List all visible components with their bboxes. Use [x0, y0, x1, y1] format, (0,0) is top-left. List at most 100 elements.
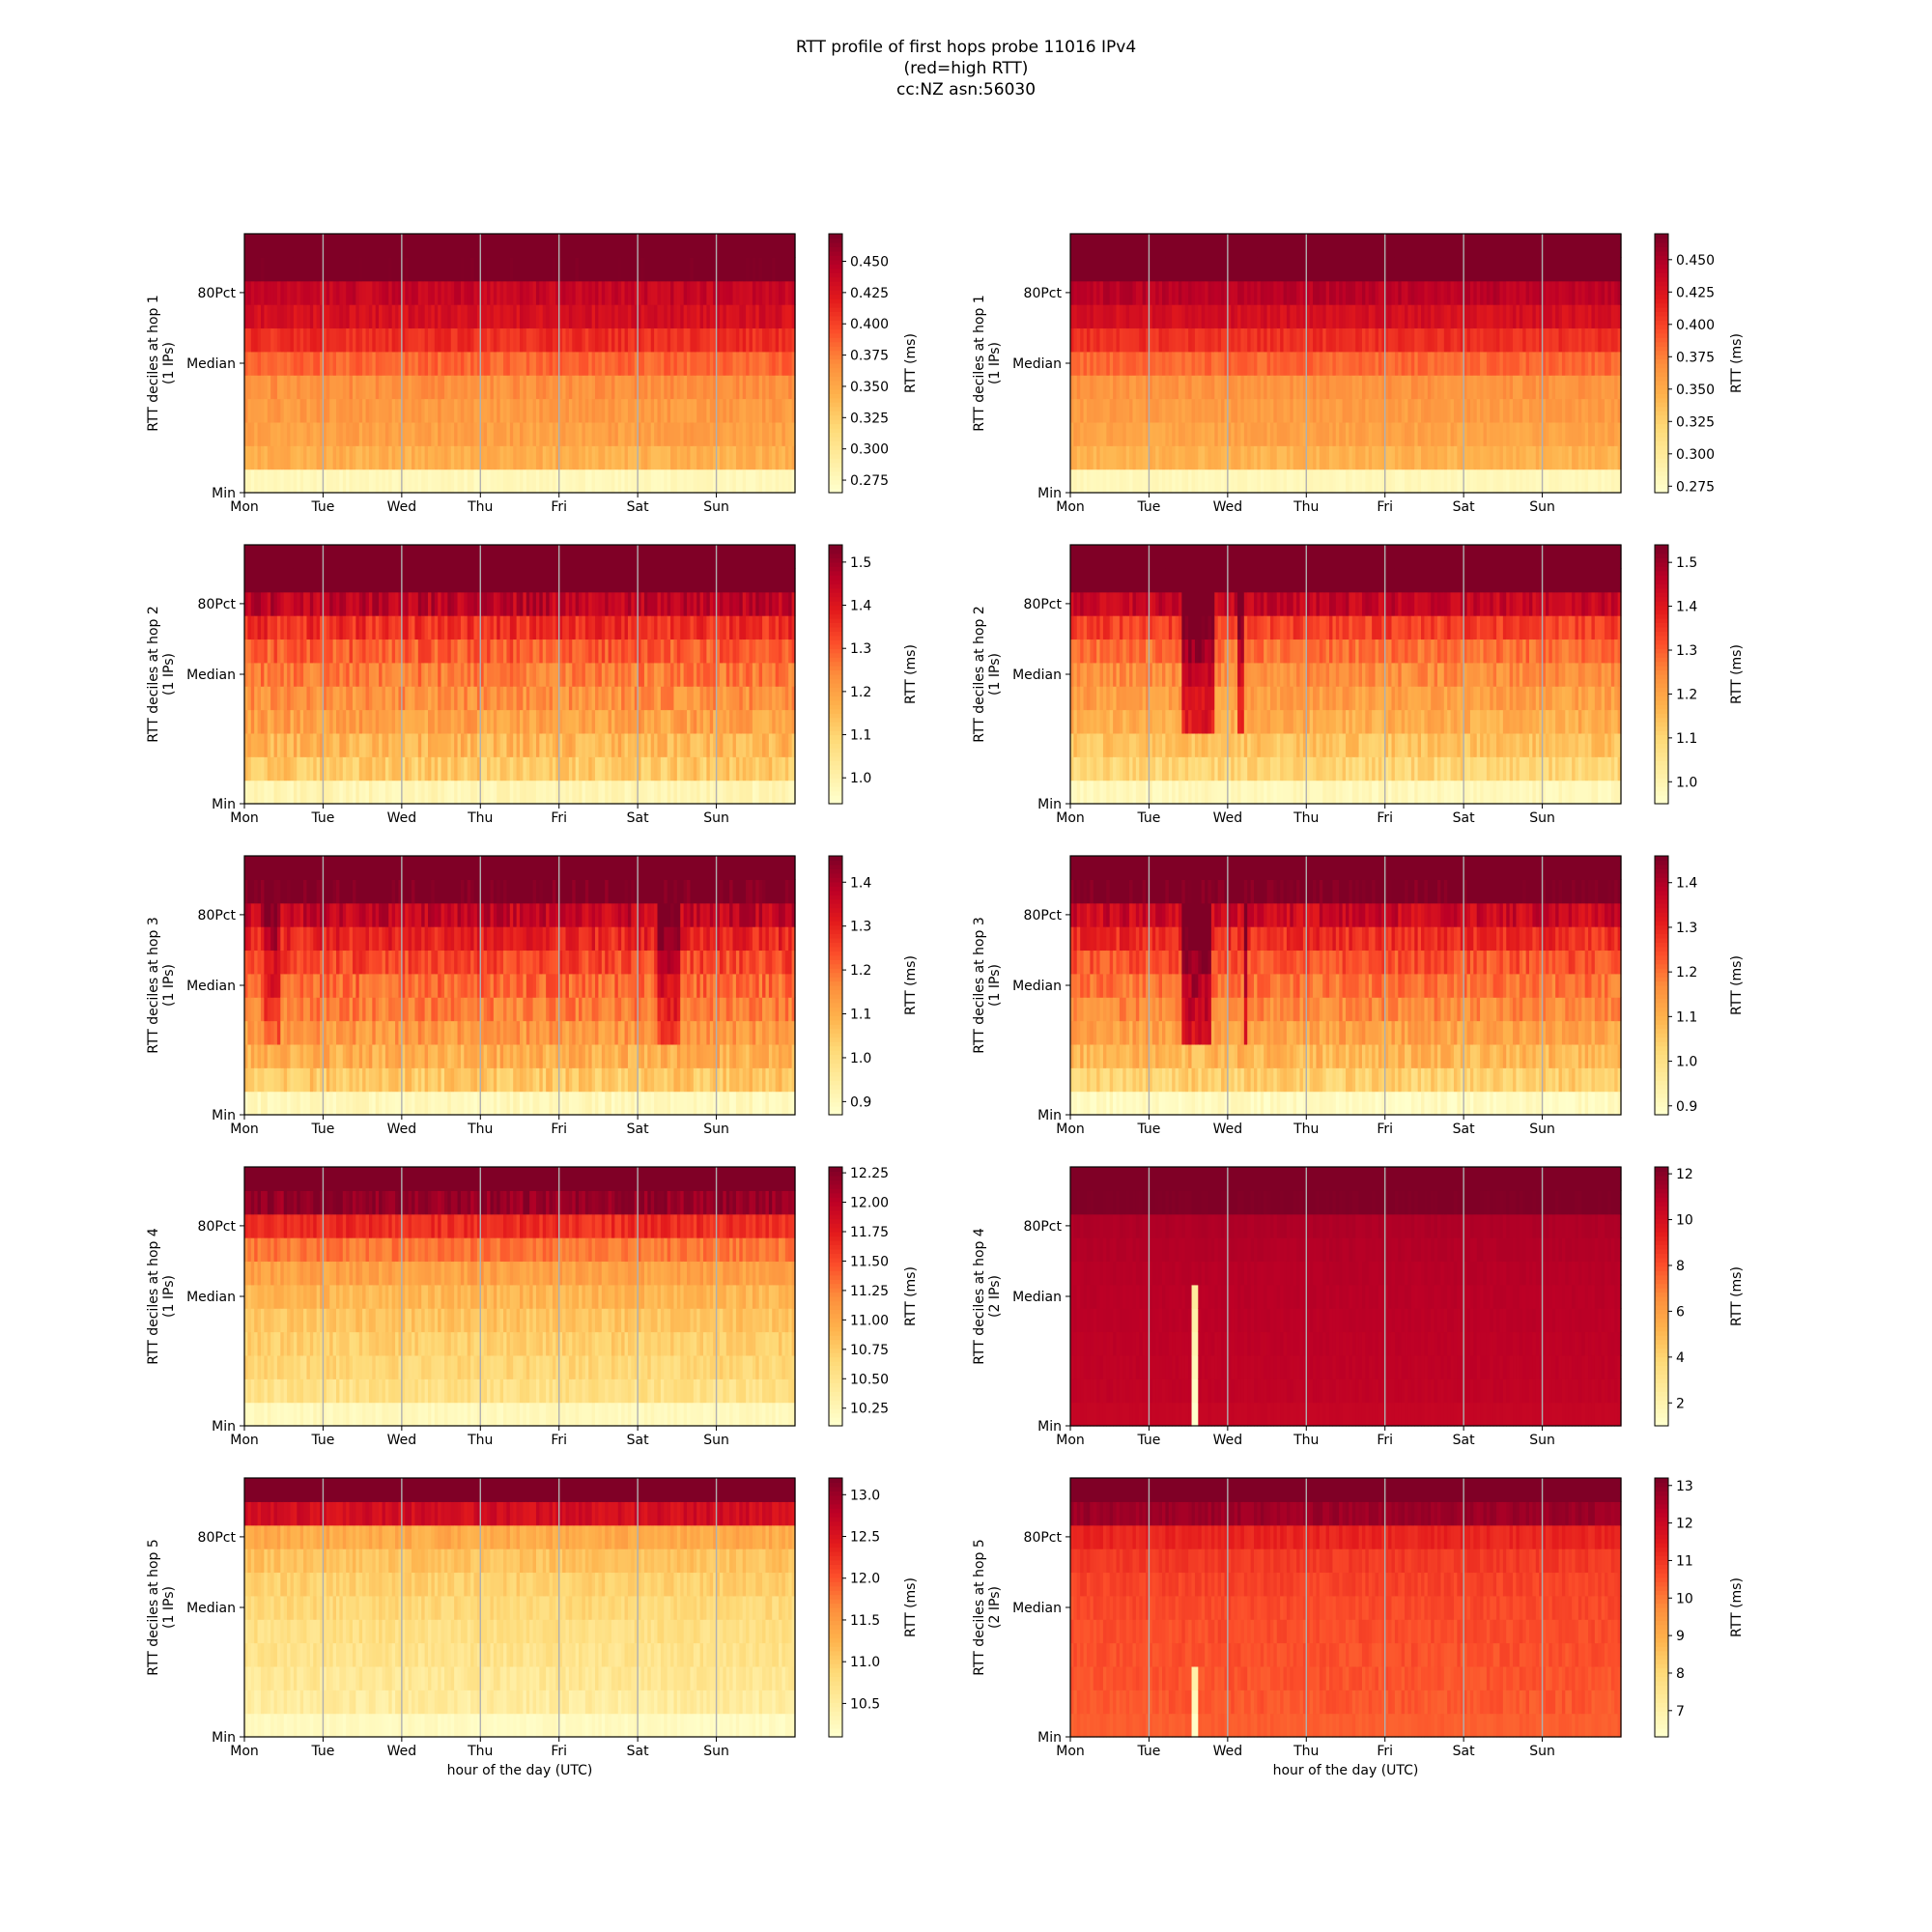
heatmap-cell — [523, 686, 527, 711]
heatmap-cell — [638, 327, 642, 353]
heatmap-cell — [483, 280, 488, 305]
heatmap-cell — [752, 280, 756, 305]
heatmap-cell — [598, 398, 603, 423]
heatmap-cell — [535, 304, 540, 329]
heatmap-cell — [1165, 398, 1170, 423]
heatmap-cell — [270, 591, 275, 616]
heatmap-cell — [621, 421, 626, 446]
heatmap-cell — [391, 327, 396, 353]
heatmap-cell — [509, 469, 514, 494]
colorbar-segment — [1655, 371, 1668, 377]
heatmap-cell — [1316, 257, 1321, 282]
colorbar-tick-label: 0.375 — [1676, 350, 1715, 365]
heatmap-cell — [696, 280, 701, 305]
heatmap-cell — [513, 445, 518, 470]
heatmap-cell — [523, 732, 527, 757]
heatmap-cell — [1339, 469, 1344, 494]
heatmap-cell — [699, 469, 704, 494]
heatmap-cell — [414, 304, 419, 329]
heatmap-cell — [1577, 445, 1582, 470]
heatmap-cell — [326, 375, 330, 400]
heatmap-cell — [384, 421, 389, 446]
heatmap-cell — [293, 639, 298, 664]
heatmap-cell — [529, 327, 534, 353]
heatmap-cell — [1096, 398, 1101, 423]
heatmap-cell — [313, 257, 318, 282]
heatmap-cell — [313, 304, 318, 329]
heatmap-cell — [247, 756, 252, 781]
heatmap-cell — [480, 398, 485, 423]
heatmap-cell — [1614, 375, 1619, 400]
heatmap-cell — [1119, 421, 1123, 446]
heatmap-cell — [696, 257, 701, 282]
heatmap-cell — [270, 398, 275, 423]
heatmap-cell — [588, 375, 593, 400]
heatmap-cell — [493, 234, 497, 258]
heatmap-cell — [431, 234, 436, 258]
heatmap-cell — [749, 375, 753, 400]
heatmap-cell — [454, 732, 459, 757]
heatmap-cell — [1568, 398, 1573, 423]
heatmap-cell — [716, 257, 721, 282]
heatmap-cell — [765, 421, 770, 446]
heatmap-cell — [280, 351, 285, 376]
heatmap-cell — [401, 445, 406, 470]
heatmap-cell — [503, 234, 508, 258]
heatmap-cell — [388, 304, 393, 329]
heatmap-cell — [696, 469, 701, 494]
heatmap-cell — [1372, 375, 1377, 400]
heatmap-cell — [503, 257, 508, 282]
heatmap-cell — [264, 234, 269, 258]
heatmap-cell — [752, 375, 756, 400]
heatmap-cell — [332, 375, 337, 400]
heatmap-cell — [591, 421, 596, 446]
heatmap-cell — [631, 234, 636, 258]
heatmap-cell — [664, 469, 668, 494]
heatmap-cell — [638, 469, 642, 494]
heatmap-cell — [654, 445, 659, 470]
heatmap-cell — [516, 445, 521, 470]
heatmap-cell — [690, 234, 695, 258]
heatmap-cell — [1109, 280, 1114, 305]
heatmap-cell — [493, 304, 497, 329]
heatmap-cell — [1073, 398, 1078, 423]
heatmap-cell — [591, 469, 596, 494]
heatmap-cell — [614, 375, 619, 400]
heatmap-cell — [342, 351, 347, 376]
heatmap-cell — [299, 304, 304, 329]
heatmap-cell — [336, 351, 340, 376]
colorbar-segment — [1655, 290, 1668, 296]
heatmap-cell — [283, 257, 288, 282]
colorbar-segment — [1655, 246, 1668, 252]
heatmap-cell — [1417, 327, 1422, 353]
colorbar-segment — [829, 384, 842, 390]
heatmap-cell — [355, 280, 360, 305]
heatmap-cell — [460, 398, 465, 423]
heatmap-cell — [254, 445, 259, 470]
heatmap-cell — [408, 257, 412, 282]
colorbar-segment — [829, 402, 842, 408]
heatmap-cell — [529, 351, 534, 376]
heatmap-cell — [664, 257, 668, 282]
heatmap-cell — [362, 615, 367, 640]
colorbar-tick-label: 0.375 — [850, 349, 889, 364]
heatmap-cell — [1325, 469, 1330, 494]
heatmap-cell — [316, 591, 321, 616]
heatmap-cell — [414, 375, 419, 400]
heatmap-cell — [323, 234, 327, 258]
heatmap-cell — [1577, 304, 1582, 329]
heatmap-cell — [1361, 327, 1366, 353]
heatmap-cell — [247, 375, 252, 400]
heatmap-cell — [450, 375, 455, 400]
heatmap-cell — [1499, 351, 1504, 376]
heatmap-cell — [483, 445, 488, 470]
heatmap-cell — [752, 351, 756, 376]
heatmap-cell — [323, 280, 327, 305]
heatmap-cell — [676, 257, 681, 282]
heatmap-cell — [408, 732, 412, 757]
heatmap-cell — [1532, 469, 1537, 494]
heatmap-cell — [1591, 398, 1596, 423]
heatmap-cell — [535, 662, 540, 687]
heatmap-cell — [467, 639, 471, 664]
heatmap-cell — [276, 234, 281, 258]
